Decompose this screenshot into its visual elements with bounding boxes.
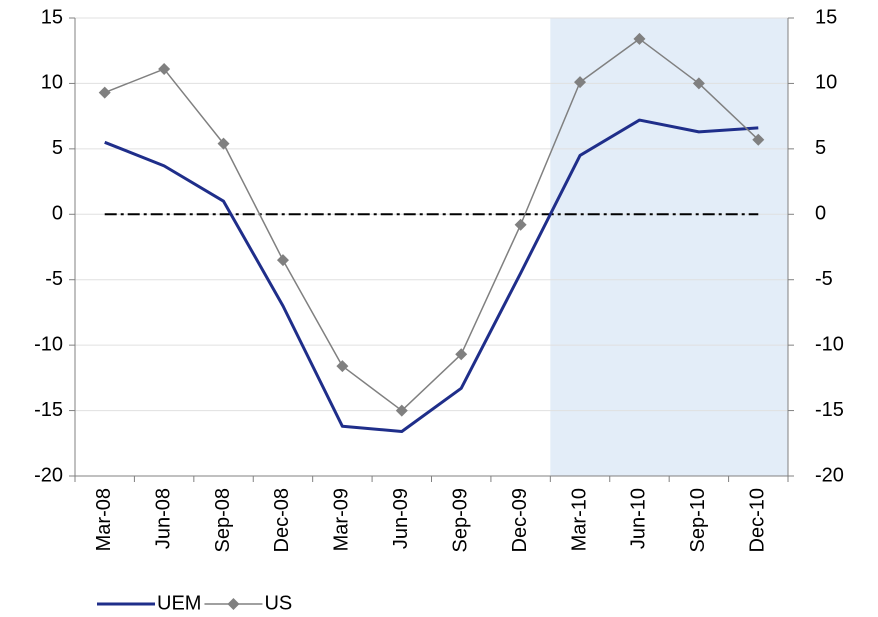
data-point	[395, 404, 408, 417]
data-point	[455, 348, 468, 361]
x-tick-label: Dec-08	[271, 488, 293, 552]
data-point	[336, 360, 349, 373]
data-point	[276, 254, 289, 267]
data-point	[574, 76, 587, 89]
x-tick-label: Dec-10	[747, 488, 769, 552]
data-point	[217, 137, 230, 150]
y2-tick-label: -20	[815, 464, 844, 486]
shaded-region	[550, 18, 788, 476]
y-tick-label: 0	[52, 203, 63, 225]
y-tick-label: -10	[34, 333, 63, 355]
x-tick-label: Mar-09	[331, 488, 353, 551]
y2-tick-label: 15	[815, 6, 837, 28]
y2-tick-label: 10	[815, 72, 837, 94]
x-tick-label: Sep-09	[449, 488, 471, 552]
x-tick-label: Mar-08	[93, 488, 115, 551]
y2-tick-label: -5	[815, 268, 833, 290]
data-point	[692, 77, 705, 90]
data-point	[98, 86, 111, 99]
x-tick-label: Dec-09	[509, 488, 531, 552]
legend-marker	[227, 598, 240, 610]
y-tick-label: -20	[34, 464, 63, 486]
y-tick-label: 10	[41, 72, 63, 94]
data-point	[158, 63, 171, 76]
data-point	[752, 133, 765, 146]
y2-tick-label: 0	[815, 203, 826, 225]
series-line	[104, 38, 759, 412]
y2-tick-label: -15	[815, 399, 844, 421]
y2-tick-label: -10	[815, 333, 844, 355]
y-tick-label: 15	[41, 6, 63, 28]
data-point	[514, 218, 527, 231]
y2-tick-label: 5	[815, 137, 826, 159]
x-tick-label: Sep-08	[212, 488, 234, 553]
legend-label: UEM	[157, 592, 201, 614]
legend-label: US	[264, 592, 292, 614]
series-line	[104, 118, 759, 434]
y-tick-label: 5	[52, 137, 63, 159]
x-tick-label: Jun-10	[628, 488, 650, 549]
y-tick-label: -5	[45, 268, 63, 290]
x-tick-label: Jun-08	[152, 488, 174, 549]
y-tick-label: -15	[34, 399, 63, 421]
x-tick-label: Sep-10	[687, 488, 709, 553]
x-tick-label: Mar-10	[568, 488, 590, 551]
x-tick-label: Jun-09	[390, 488, 412, 549]
data-point	[633, 32, 646, 45]
